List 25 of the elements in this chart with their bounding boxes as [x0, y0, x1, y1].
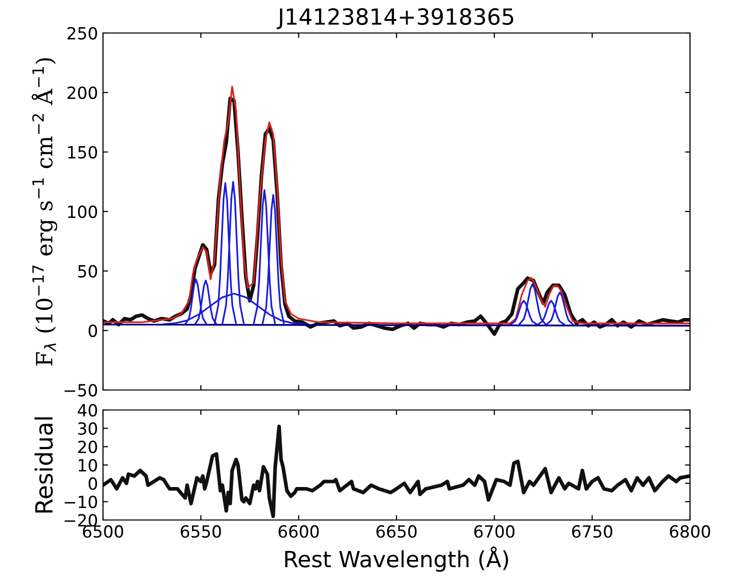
y-tick-label: 40	[78, 404, 98, 417]
y-tick-label: 20	[78, 440, 98, 454]
y-tick-label: 30	[78, 422, 98, 435]
y-tick-label: 0	[88, 477, 98, 490]
y-tick-label: 150	[68, 146, 98, 159]
x-tick-label: 6500	[82, 525, 124, 538]
y-tick-label: −50	[64, 384, 98, 397]
x-tick-label: 6800	[670, 525, 710, 538]
x-tick-label: 6700	[474, 525, 514, 538]
chart-title: J14123814+3918365	[276, 8, 514, 30]
x-tick-label: 6550	[180, 525, 221, 538]
y-tick-label: 50	[78, 264, 98, 278]
x-tick-label: 6750	[572, 525, 612, 538]
y-tick-label: 10	[78, 458, 98, 472]
y-tick-label: 0	[88, 324, 98, 338]
text: F$_{λ}$ (10$^{−17}$ erg s$^{−1}$ cm$^{−2}$ Å$^{−1}$)	[32, 58, 58, 366]
y-axis-title: Residual	[34, 417, 53, 513]
y-tick-label: 250	[68, 26, 98, 40]
y-tick-label: −20	[64, 514, 98, 527]
y-tick-label: −10	[64, 496, 98, 508]
x-tick-label: 6650	[376, 525, 417, 538]
x-axis-title: Rest Wavelength (Å)	[285, 546, 508, 572]
y-tick-label: 100	[68, 205, 98, 218]
y-tick-label: 200	[68, 86, 98, 100]
x-tick-label: 6600	[278, 525, 319, 538]
